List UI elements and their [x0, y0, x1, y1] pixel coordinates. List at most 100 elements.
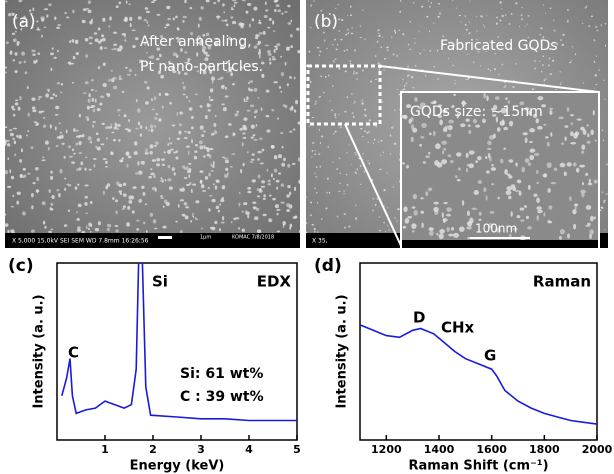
particle	[292, 162, 296, 165]
particle	[126, 222, 131, 227]
particle	[253, 45, 258, 49]
particle	[10, 229, 15, 233]
particle	[322, 31, 326, 34]
particle	[54, 114, 59, 116]
particle	[545, 12, 547, 14]
particle	[298, 230, 300, 233]
particle	[343, 50, 346, 52]
particle	[374, 78, 378, 81]
particle	[353, 70, 355, 73]
particle	[466, 226, 471, 229]
particle	[31, 106, 36, 110]
particle	[362, 135, 364, 138]
particle	[246, 151, 249, 154]
particle	[101, 122, 105, 126]
particle	[96, 107, 101, 112]
particle	[386, 49, 389, 52]
particle	[441, 212, 444, 219]
particle	[81, 133, 85, 138]
particle	[59, 91, 63, 94]
particle	[585, 224, 591, 228]
particle	[33, 121, 38, 124]
particle	[108, 78, 111, 82]
particle	[378, 216, 381, 218]
particle	[353, 103, 356, 105]
particle	[218, 228, 222, 232]
particle	[339, 172, 342, 174]
particle	[200, 227, 204, 230]
particle	[195, 41, 200, 44]
particle	[569, 196, 572, 202]
particle	[446, 213, 451, 217]
particle	[521, 18, 523, 21]
particle	[453, 44, 456, 47]
particle	[314, 153, 317, 156]
particle	[428, 227, 434, 232]
particle	[487, 68, 490, 70]
particle	[78, 167, 82, 171]
particle	[88, 93, 91, 98]
particle	[547, 220, 553, 224]
particle	[510, 184, 516, 188]
particle	[533, 60, 536, 62]
particle	[220, 221, 225, 224]
particle	[117, 123, 121, 127]
particle	[430, 101, 437, 105]
particle	[566, 21, 569, 23]
particle	[478, 218, 482, 221]
particle	[121, 33, 126, 36]
particle	[265, 114, 270, 118]
particle	[490, 107, 495, 111]
particle	[12, 38, 17, 43]
particle	[310, 214, 312, 217]
annotation: C	[68, 344, 79, 362]
particle	[173, 167, 176, 171]
particle	[56, 81, 60, 85]
particle	[353, 72, 355, 75]
particle	[66, 16, 70, 19]
particle	[112, 138, 117, 142]
particle	[343, 190, 345, 192]
annotation: Si	[152, 273, 168, 291]
particle	[448, 233, 454, 237]
particle	[273, 49, 276, 54]
particle	[406, 104, 412, 109]
particle	[196, 70, 200, 73]
particle	[94, 90, 98, 92]
particle	[392, 125, 395, 127]
particle	[374, 203, 377, 206]
particle	[234, 112, 239, 117]
particle	[204, 57, 209, 61]
particle	[306, 221, 308, 225]
particle	[242, 162, 245, 167]
particle	[315, 166, 318, 168]
particle	[109, 16, 112, 21]
particle	[114, 122, 118, 127]
particle	[267, 49, 271, 54]
particle	[128, 119, 131, 123]
particle	[380, 154, 382, 156]
particle	[146, 86, 150, 90]
particle	[532, 113, 538, 119]
particle	[133, 151, 138, 155]
particle	[88, 168, 92, 171]
particle	[346, 96, 349, 99]
particle	[367, 160, 369, 162]
particle	[129, 22, 132, 28]
particle	[603, 201, 606, 204]
particle	[225, 60, 230, 64]
particle	[521, 166, 526, 173]
particle	[206, 103, 210, 107]
particle	[150, 172, 155, 176]
particle	[587, 133, 590, 138]
particle	[167, 143, 170, 146]
particle	[272, 58, 276, 61]
particle	[372, 209, 374, 212]
particle	[602, 139, 605, 142]
particle	[363, 113, 366, 117]
particle	[23, 60, 27, 64]
particle	[282, 220, 286, 226]
particle	[520, 14, 523, 17]
particle	[26, 134, 28, 137]
